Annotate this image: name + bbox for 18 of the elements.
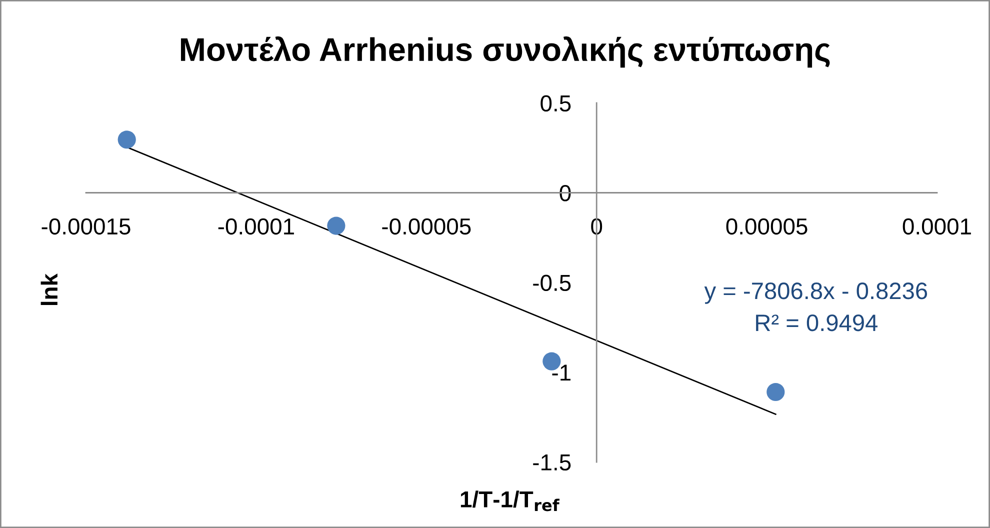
x-tick-label: 0 — [591, 218, 602, 235]
y-tick-label: -1.5 — [533, 454, 571, 471]
y-tick-label: 0.5 — [540, 95, 571, 112]
x-tick-label: -0.0001 — [218, 218, 294, 235]
point — [118, 130, 136, 149]
annotation: y = -7806.8x - 0.8236 — [704, 282, 928, 304]
x-axis-title: 1/T-1/T$_{ref}$ — [460, 490, 560, 512]
point — [327, 216, 346, 235]
point — [766, 382, 785, 402]
x-tick-label: 0.0001 — [902, 218, 971, 235]
y-tick-label: -0.5 — [533, 274, 571, 292]
x-tick-label: 0.00005 — [726, 218, 808, 235]
annotation: R² = 0.9494 — [756, 314, 878, 332]
chart-title: Μοντέλο Arrhenius συνολικής εντύπωσης — [180, 36, 830, 68]
y-tick-label: -1 — [552, 364, 570, 381]
x-tick-label: -0.00005 — [382, 218, 471, 235]
x-tick-label: -0.00015 — [42, 218, 130, 235]
y-axis-title: lnk — [40, 273, 58, 305]
